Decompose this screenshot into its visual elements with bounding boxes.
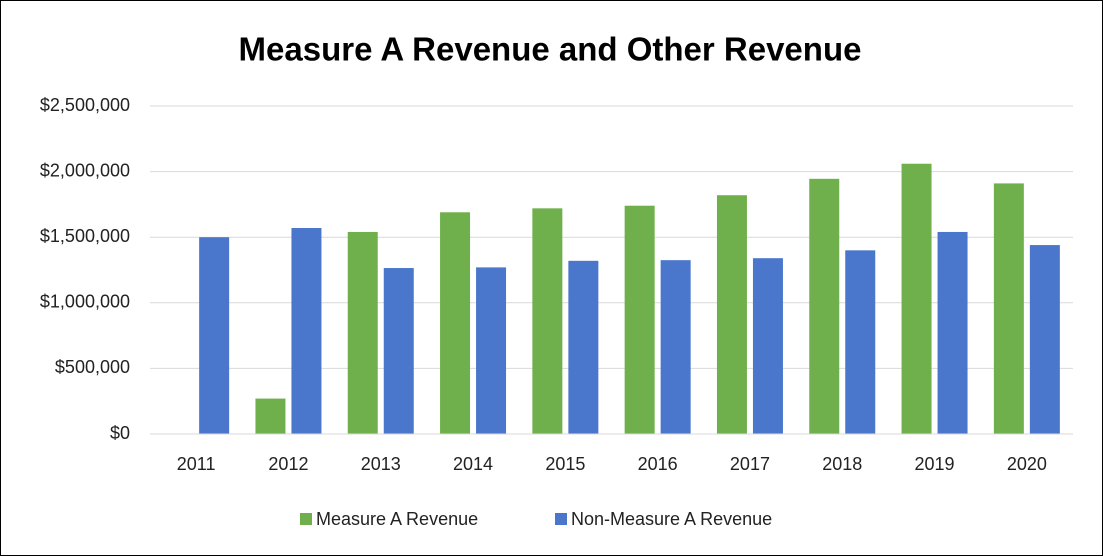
x-tick-label: 2011 xyxy=(177,454,216,474)
y-tick-label: $0 xyxy=(110,423,130,443)
x-tick-label: 2013 xyxy=(361,454,401,474)
x-tick-label: 2018 xyxy=(822,454,862,474)
bar xyxy=(660,260,691,434)
chart-title: Measure A Revenue and Other Revenue xyxy=(239,31,862,68)
bar xyxy=(199,237,230,434)
x-tick-label: 2014 xyxy=(453,454,493,474)
bar xyxy=(752,258,783,434)
x-tick-label: 2015 xyxy=(545,454,585,474)
bar xyxy=(440,212,471,434)
x-tick-label: 2012 xyxy=(268,454,308,474)
y-tick-label: $1,000,000 xyxy=(40,292,130,312)
bar xyxy=(291,228,322,434)
x-tick-label: 2017 xyxy=(730,454,770,474)
bar xyxy=(568,260,599,434)
bar xyxy=(809,178,840,434)
bar xyxy=(937,231,968,434)
bar xyxy=(347,231,378,434)
y-tick-label: $2,500,000 xyxy=(40,95,130,115)
bar xyxy=(901,163,932,434)
legend-label: Measure A Revenue xyxy=(316,509,478,529)
bar xyxy=(993,183,1024,434)
x-tick-label: 2019 xyxy=(915,454,955,474)
bar xyxy=(476,267,507,434)
bar xyxy=(845,250,876,434)
legend-swatch xyxy=(555,513,567,525)
legend-swatch xyxy=(300,513,312,525)
y-tick-label: $1,500,000 xyxy=(40,226,130,246)
bar xyxy=(624,205,655,434)
legend-label: Non-Measure A Revenue xyxy=(571,509,772,529)
bar xyxy=(255,398,286,434)
y-tick-label: $2,000,000 xyxy=(40,160,130,180)
x-tick-label: 2020 xyxy=(1007,454,1047,474)
bar xyxy=(1029,245,1060,434)
x-tick-label: 2016 xyxy=(638,454,678,474)
bar xyxy=(383,268,414,434)
bar xyxy=(716,195,747,434)
y-tick-label: $500,000 xyxy=(55,357,130,377)
bar xyxy=(532,208,563,434)
